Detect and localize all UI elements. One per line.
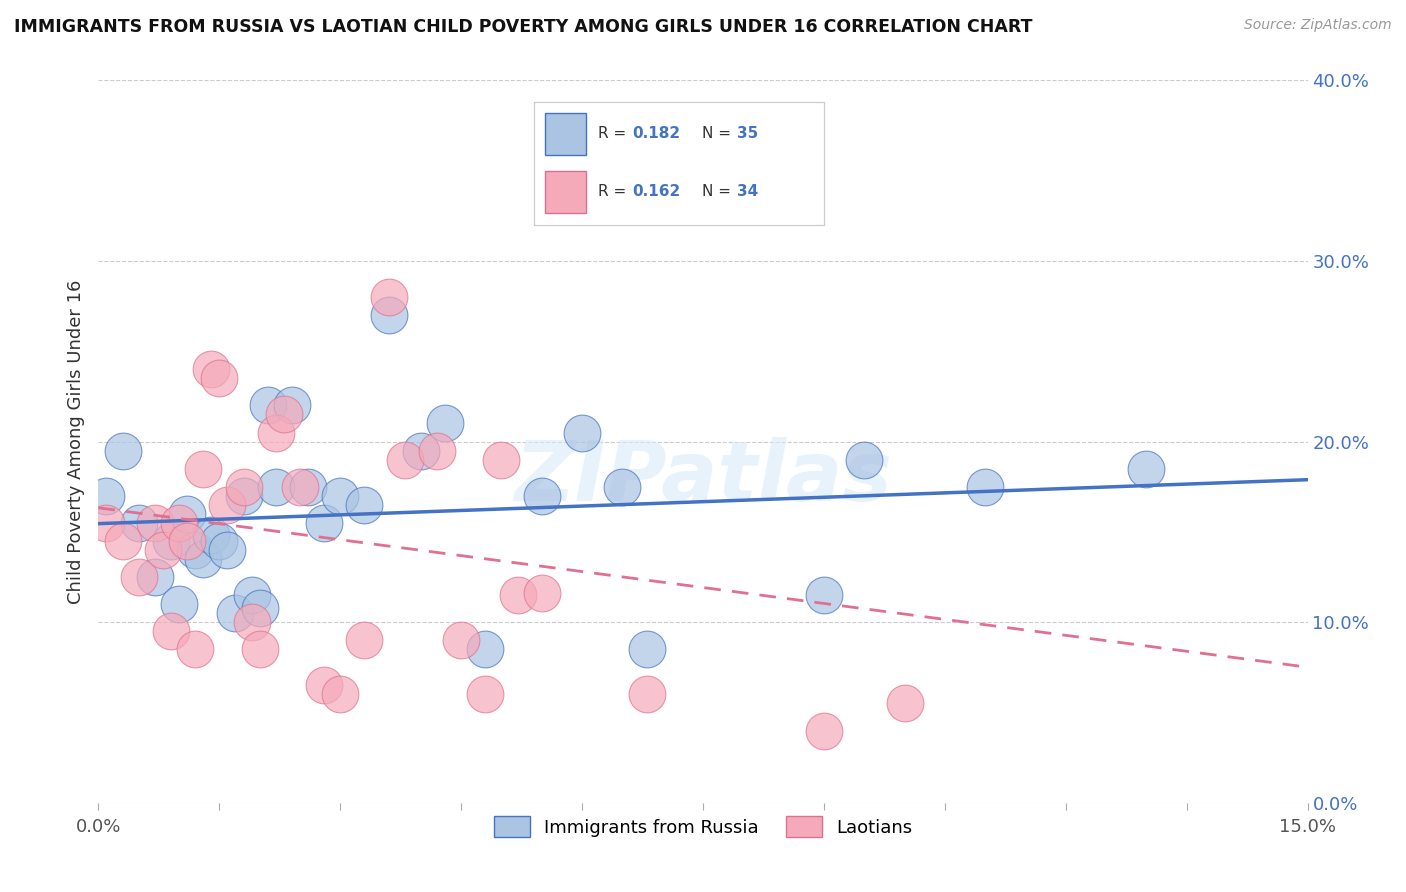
Point (232, 480, 254, 494)
Point (409, 443, 432, 458)
Point (176, 533, 198, 548)
Point (813, 588, 835, 602)
Point (217, 542, 239, 557)
Point (96, 516, 118, 530)
Point (273, 408, 295, 422)
Point (128, 516, 150, 530)
Point (111, 443, 134, 458)
Point (329, 489, 352, 503)
Point (974, 480, 997, 494)
Point (377, 308, 399, 322)
Point (377, 290, 399, 304)
Text: IMMIGRANTS FROM RUSSIA VS LAOTIAN CHILD POVERTY AMONG GIRLS UNDER 16 CORRELATION: IMMIGRANTS FROM RUSSIA VS LAOTIAN CHILD … (14, 18, 1032, 36)
Point (474, 642, 496, 657)
Point (636, 687, 658, 701)
Point (184, 642, 207, 657)
Point (96, 489, 118, 503)
Point (264, 425, 287, 440)
Point (450, 633, 472, 648)
Point (853, 452, 876, 467)
Point (353, 633, 375, 648)
Point (208, 371, 231, 385)
Point (893, 697, 915, 711)
Y-axis label: Child Poverty Among Girls Under 16: Child Poverty Among Girls Under 16 (66, 279, 84, 604)
Point (152, 542, 174, 557)
Point (612, 480, 634, 494)
Point (314, 516, 336, 530)
Point (394, 452, 416, 467)
Point (636, 642, 658, 657)
Point (1135, 461, 1157, 475)
Point (491, 452, 513, 467)
Point (256, 398, 278, 412)
Point (240, 588, 263, 602)
Legend: Immigrants from Russia, Laotians: Immigrants from Russia, Laotians (486, 809, 920, 845)
Text: ZIPatlas: ZIPatlas (515, 437, 891, 518)
Point (264, 480, 287, 494)
Point (434, 417, 457, 431)
Point (506, 588, 529, 602)
Point (288, 480, 311, 494)
Point (111, 533, 134, 548)
Point (128, 570, 150, 584)
Point (281, 398, 304, 412)
Point (167, 597, 190, 611)
Point (249, 642, 271, 657)
Point (193, 552, 215, 566)
Point (200, 528, 222, 542)
Point (314, 678, 336, 692)
Point (297, 480, 319, 494)
Point (176, 507, 198, 521)
Point (143, 570, 166, 584)
Point (143, 516, 166, 530)
Point (224, 606, 246, 620)
Point (240, 615, 263, 630)
Point (571, 425, 593, 440)
Point (208, 533, 231, 548)
Point (329, 687, 352, 701)
Point (353, 498, 375, 512)
Point (249, 600, 271, 615)
Point (813, 723, 835, 738)
Point (474, 687, 496, 701)
Point (160, 624, 183, 639)
Point (200, 362, 222, 376)
Point (426, 443, 449, 458)
Point (160, 533, 183, 548)
Point (612, 145, 634, 160)
Point (530, 586, 553, 600)
Point (217, 498, 239, 512)
Point (167, 516, 190, 530)
Text: Source: ZipAtlas.com: Source: ZipAtlas.com (1244, 18, 1392, 32)
Point (184, 542, 207, 557)
Point (232, 489, 254, 503)
Point (193, 461, 215, 475)
Point (530, 489, 553, 503)
